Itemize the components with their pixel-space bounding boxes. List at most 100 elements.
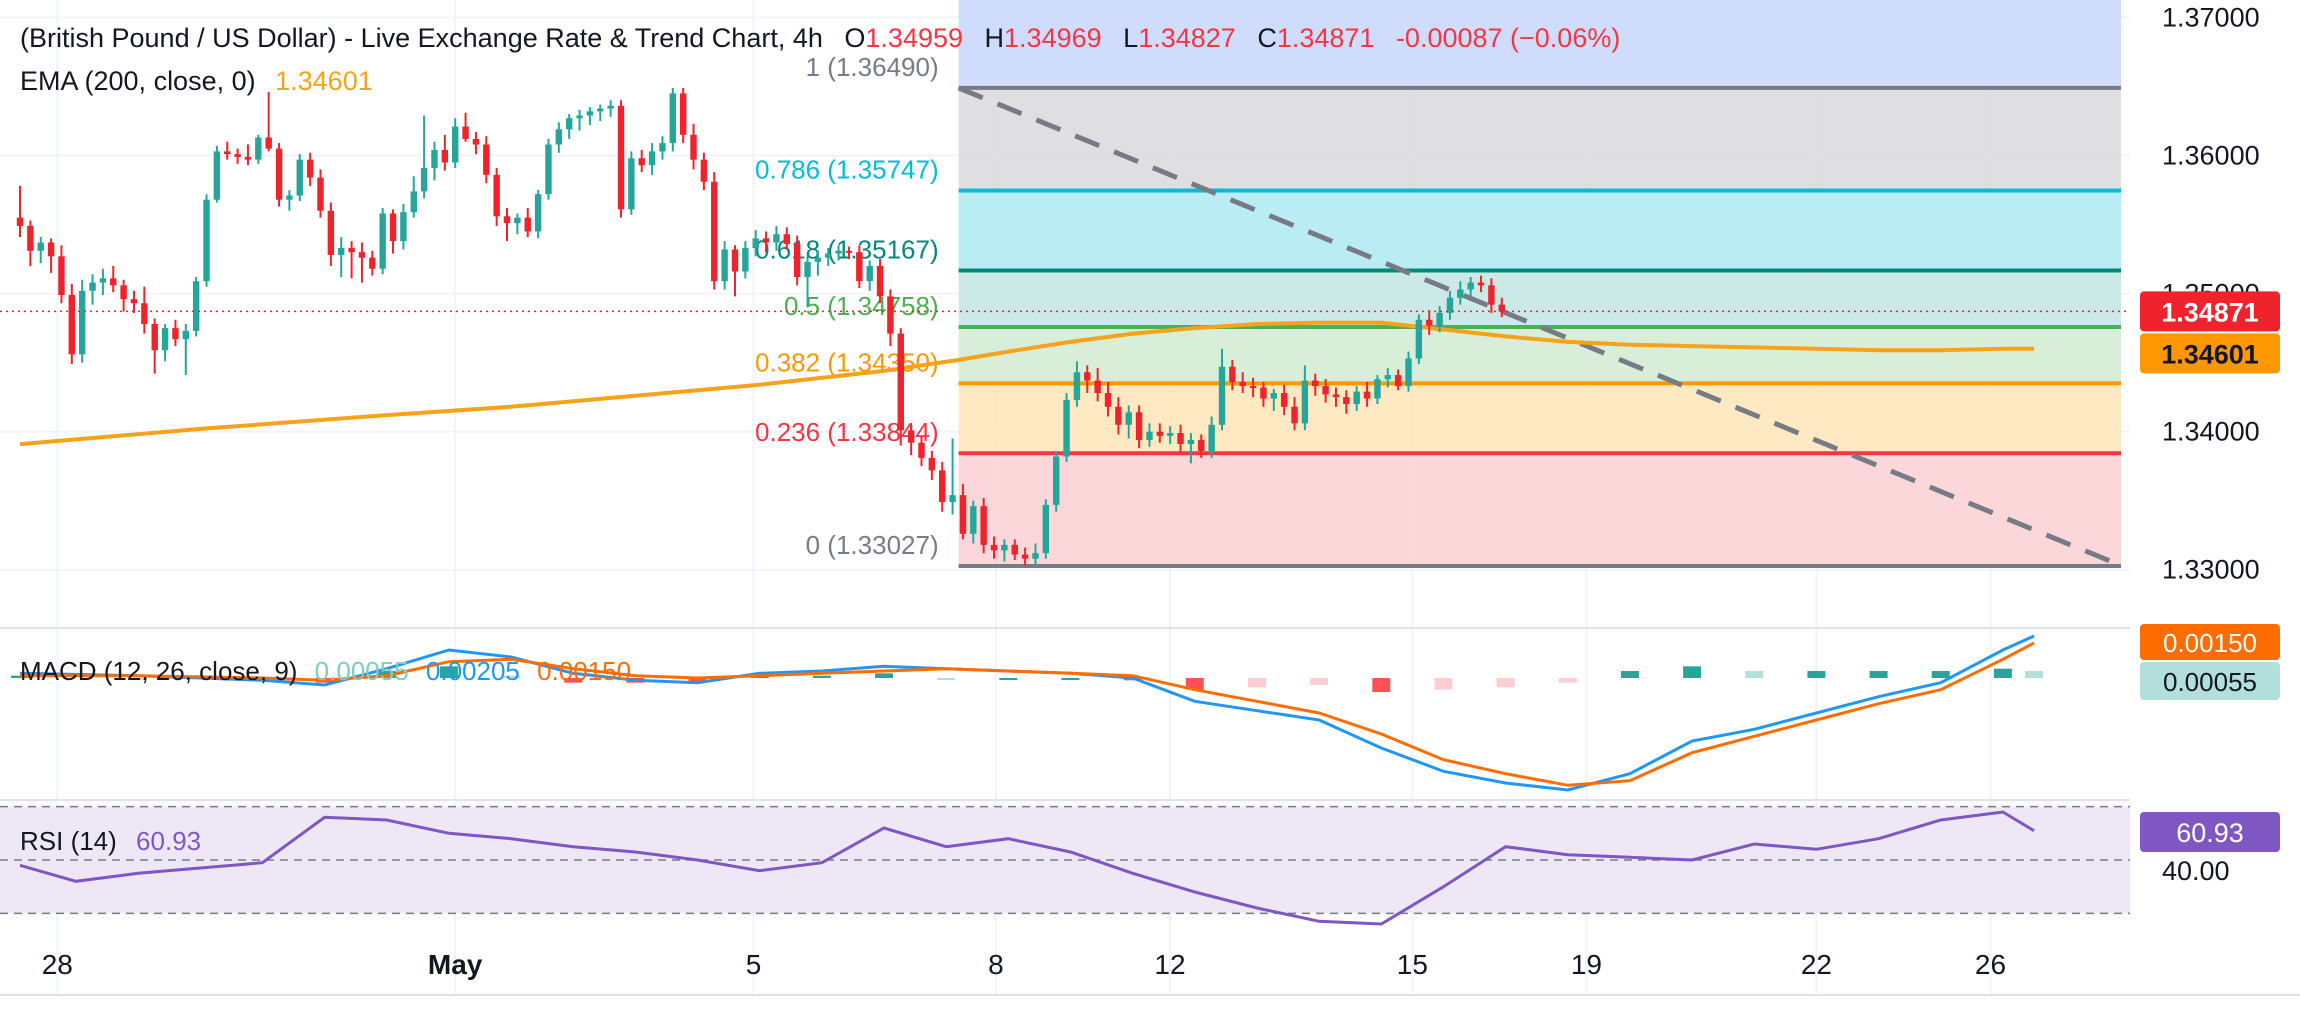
price-tick-label: 1.37000	[2162, 2, 2260, 32]
candle-body	[1052, 456, 1060, 505]
candle-body	[1229, 366, 1236, 382]
candle-body	[400, 212, 407, 242]
fib-zone	[958, 453, 2121, 566]
low-value: 1.34827	[1138, 23, 1236, 53]
rsi-line	[19, 810, 2035, 926]
candle-body	[151, 323, 158, 351]
candle-body	[1498, 304, 1505, 312]
macd-histogram-bar	[1372, 678, 1391, 692]
candle-body	[1291, 406, 1298, 424]
candle-body	[1353, 391, 1360, 405]
time-tick-label: 22	[1801, 949, 1832, 980]
candle-body	[1011, 544, 1018, 555]
candle-body	[483, 144, 490, 175]
macd-histogram-bar	[502, 675, 521, 678]
candle-body	[16, 217, 24, 226]
macd-pane: 0.00150 0.00055	[11, 624, 2280, 792]
candle-body	[110, 278, 117, 286]
candle-body	[980, 506, 987, 545]
candle-body	[1239, 381, 1246, 387]
candle-body	[410, 191, 417, 213]
candle-body	[1343, 397, 1350, 405]
price-axis[interactable]: 1.370001.360001.350001.340001.330001.348…	[2140, 2, 2280, 585]
macd-histogram-bar	[1496, 678, 1515, 688]
macd-signal-line	[20, 641, 2035, 787]
macd-histogram-bar	[1807, 671, 1826, 678]
macd-histogram-bar	[875, 673, 894, 678]
candle-body	[783, 234, 791, 244]
ema-200-line	[19, 320, 2034, 447]
candle-body	[949, 495, 956, 503]
candle-body	[1084, 372, 1091, 381]
time-tick-label: 19	[1571, 949, 1602, 980]
rsi-value: 60.93	[136, 826, 201, 856]
candle-body	[224, 151, 231, 155]
candle-body	[597, 108, 604, 112]
ema-value: 1.34601	[275, 66, 373, 96]
time-tick-label: 8	[988, 949, 1004, 980]
candle-body	[700, 159, 708, 182]
ema-group	[19, 320, 2034, 447]
fib-level-label: 0.5 (1.34758)	[784, 291, 939, 321]
macd-histogram-bar	[812, 675, 831, 678]
candle-body	[58, 256, 65, 295]
candle-body	[1032, 553, 1039, 559]
macd-hist-value: 0.00055	[315, 656, 409, 686]
candle-body	[1218, 366, 1226, 425]
time-axis[interactable]: 28 May 5 8 12 15 19 22 26	[42, 949, 2006, 980]
macd-label: MACD (12, 26, close, 9)	[20, 656, 297, 686]
candle-body	[130, 299, 138, 304]
fib-level-label: 0.382 (1.34350)	[755, 347, 939, 377]
candle-body	[1363, 391, 1371, 399]
rsi-label: RSI (14)	[20, 826, 117, 856]
candle-body	[327, 210, 335, 255]
fib-zone	[958, 327, 2121, 384]
price-tick-label: 1.34000	[2162, 417, 2260, 447]
candle-body	[203, 199, 210, 282]
candle-body	[379, 213, 386, 269]
candle-body	[555, 129, 563, 145]
macd-line-value: 0.00205	[426, 656, 520, 686]
candle-body	[545, 144, 552, 195]
candle-body	[1405, 358, 1412, 387]
candle-body	[1073, 372, 1081, 400]
candle-body	[970, 506, 977, 534]
candle-body	[773, 234, 780, 243]
macd-histogram-bar	[439, 666, 458, 678]
macd-histogram-bar	[999, 678, 1018, 680]
candle-body	[752, 238, 759, 249]
candle-body	[503, 216, 511, 224]
candle-body	[1467, 282, 1474, 290]
candle-body	[1394, 375, 1402, 387]
candle-body	[1125, 412, 1132, 425]
candle-body	[679, 93, 687, 135]
last-price-tag	[2140, 291, 2280, 332]
candle-body	[255, 137, 262, 160]
high-label: H	[985, 23, 1005, 53]
candle-body	[1063, 399, 1070, 457]
candle-body	[876, 265, 884, 297]
candle-body	[348, 248, 355, 253]
candle-body	[182, 330, 190, 340]
fib-zone	[958, 270, 2121, 328]
candle-body	[141, 303, 148, 324]
candle-body	[731, 249, 739, 272]
candle-body	[338, 248, 345, 255]
candle-body	[306, 159, 314, 178]
time-tick-label: 15	[1397, 949, 1428, 980]
candlesticks	[16, 87, 1505, 566]
candle-body	[1115, 406, 1122, 425]
candle-body	[1001, 544, 1008, 551]
candle-body	[866, 265, 873, 282]
candle-body	[887, 296, 894, 334]
candle-body	[244, 156, 252, 160]
macd-hist-tag	[2140, 662, 2280, 700]
ema-legend: EMA (200, close, 0) 1.34601	[20, 66, 373, 96]
candle-body	[928, 457, 936, 471]
candle-body	[1270, 392, 1278, 399]
candle-body	[897, 333, 904, 431]
candle-body	[89, 282, 96, 291]
candle-body	[234, 154, 241, 157]
candle-body	[420, 167, 428, 192]
